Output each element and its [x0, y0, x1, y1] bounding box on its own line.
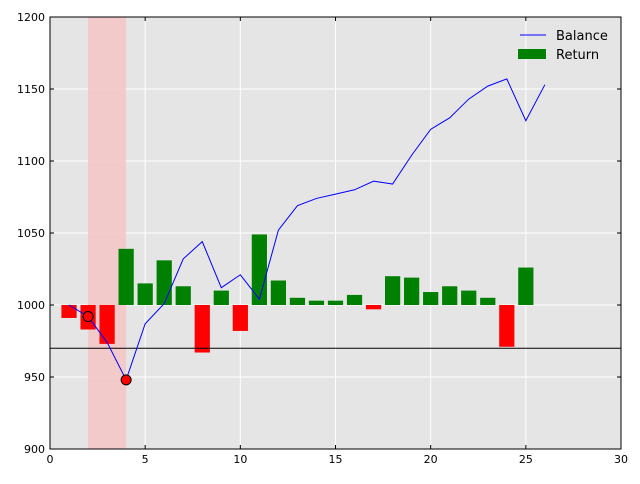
return-bar-negative	[61, 305, 77, 318]
legend-balance-label: Balance	[556, 29, 608, 44]
return-bar-positive	[327, 300, 344, 305]
balance-line	[68, 78, 546, 382]
return-bar-positive	[270, 280, 287, 305]
legend-return-swatch	[518, 49, 546, 59]
return-bar-negative	[194, 305, 210, 353]
return-bar-positive	[156, 260, 172, 305]
y-tick-label: 900	[24, 443, 45, 456]
return-bar-negative	[232, 305, 248, 331]
return-bar-positive	[423, 292, 439, 305]
x-tick-label: 30	[614, 453, 628, 466]
return-bar-positive	[442, 286, 458, 305]
return-bar-positive	[461, 290, 477, 305]
return-bar-positive	[518, 267, 534, 305]
drawdown-span	[88, 17, 127, 449]
return-bar-negative	[99, 305, 115, 344]
x-tick-label: 10	[233, 453, 247, 466]
return-bar-positive	[404, 277, 420, 305]
x-tick-label: 20	[424, 453, 438, 466]
x-tick-label: 15	[329, 453, 343, 466]
return-bar-positive	[384, 276, 401, 305]
x-tick-label: 5	[142, 453, 149, 466]
legend-return-label: Return	[556, 48, 599, 63]
return-bar-positive	[480, 297, 496, 305]
y-tick-label: 950	[24, 371, 45, 384]
return-bar-positive	[137, 283, 153, 305]
return-bar-positive	[175, 286, 191, 305]
return-bar-positive	[289, 297, 306, 305]
y-tick-label: 1050	[17, 227, 45, 240]
return-bar-positive	[308, 300, 325, 305]
drawdown-marker	[82, 311, 94, 323]
return-bar-negative	[499, 305, 515, 347]
return-bar-negative	[365, 305, 382, 310]
x-tick-label: 25	[519, 453, 533, 466]
drawdown-marker	[120, 374, 132, 386]
return-bar-positive	[213, 290, 229, 305]
y-tick-label: 1150	[17, 83, 45, 96]
return-bar-positive	[346, 294, 363, 305]
y-tick-label: 1200	[17, 11, 45, 24]
return-bar-positive	[118, 248, 134, 305]
y-tick-label: 1000	[17, 299, 45, 312]
y-tick-label: 1100	[17, 155, 45, 168]
return-bar-positive	[251, 234, 267, 305]
x-tick-label: 0	[47, 453, 54, 466]
legend: Balance Return	[518, 29, 608, 63]
